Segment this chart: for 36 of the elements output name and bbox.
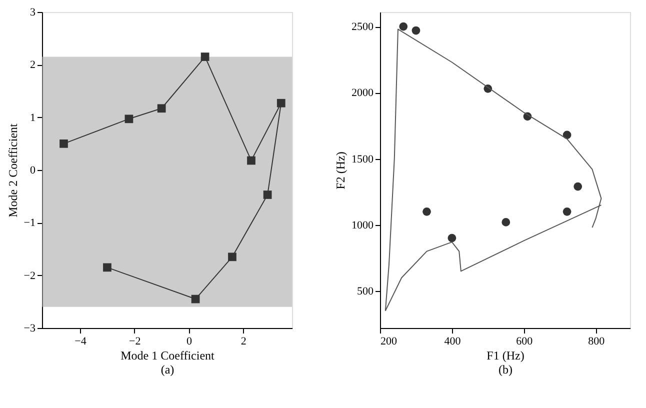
y-tick-label: 1000: [352, 219, 374, 232]
y-tick-label: 2000: [352, 87, 374, 100]
point: [276, 98, 286, 108]
x-tick-label: 600: [516, 336, 534, 348]
point: [60, 139, 68, 148]
text: (b): [498, 362, 512, 376]
x-tick-label: −2: [129, 336, 141, 348]
y-tick-label: −3: [24, 322, 36, 334]
x-tick-label: −4: [74, 336, 87, 348]
y-tick-label: −1: [24, 217, 36, 230]
point: [263, 190, 272, 199]
point: [157, 104, 166, 113]
point: [103, 263, 112, 272]
x-tick-label: 0: [186, 336, 192, 348]
y-tick-label: 1500: [352, 153, 374, 166]
y-tick-label: 2: [30, 59, 36, 72]
point: [191, 294, 200, 304]
point: [228, 252, 236, 262]
y-tick-label: 2500: [352, 21, 374, 34]
y-axis-title: F2 (Hz): [334, 152, 348, 190]
text: (a): [160, 362, 174, 376]
x-tick-label: 800: [588, 336, 606, 348]
point: [200, 52, 210, 61]
y-tick-label: 500: [357, 285, 374, 298]
y-tick-label: 1: [30, 112, 36, 124]
x-tick-label: 2: [240, 336, 246, 348]
y-tick-label: 3: [30, 6, 36, 18]
x-axis-title: F1 (Hz): [486, 348, 524, 362]
x-tick-label: 400: [444, 336, 462, 348]
y-tick-label: 0: [30, 164, 36, 176]
y-tick-label: −2: [24, 270, 36, 282]
point: [124, 114, 134, 124]
x-tick-label: 200: [380, 336, 398, 348]
point: [247, 156, 256, 165]
x-axis-title: Mode 1 Coefficient: [120, 348, 216, 362]
y-axis-title: Mode 2 Coefficient: [6, 122, 20, 218]
